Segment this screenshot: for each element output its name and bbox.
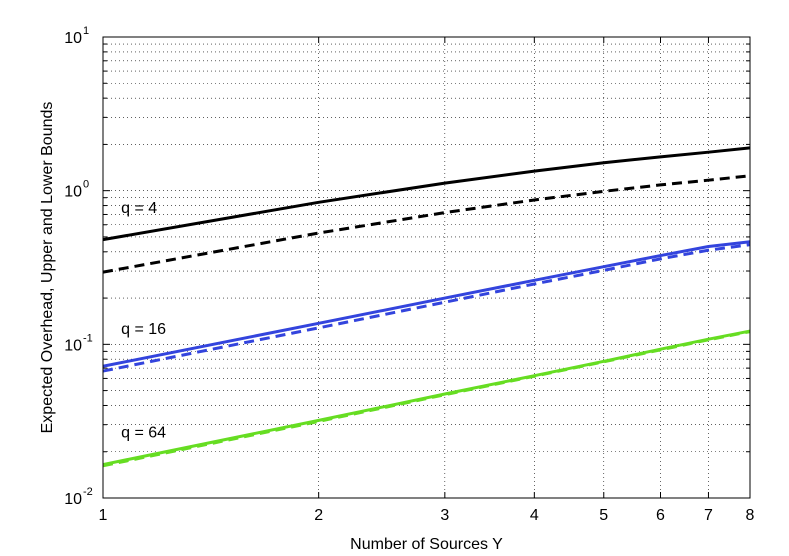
y-tick-label-exponent: 1 (83, 25, 89, 37)
x-tick-label: 2 (314, 507, 323, 524)
x-tick-label: 4 (530, 507, 539, 524)
y-tick-label-exponent: -1 (83, 332, 93, 344)
series-line-3-solid (102, 240, 751, 368)
grid (103, 37, 750, 498)
curve-label: q = 64 (121, 425, 166, 442)
y-tick-label: 10 -2 (64, 486, 93, 508)
y-tick-label: 10 -1 (64, 332, 93, 354)
x-tick-label: 3 (440, 507, 449, 524)
plot-area (103, 37, 750, 498)
series-lines (102, 146, 751, 468)
x-tick-label: 1 (99, 507, 108, 524)
x-tick-label: 8 (746, 507, 755, 524)
y-tick-label-exponent: 0 (83, 179, 89, 191)
x-axis-label: Number of Sources Y (350, 536, 503, 553)
series-line-6-dashed (102, 330, 751, 468)
y-tick-label-base: 10 (64, 337, 82, 354)
curve-label: q = 4 (121, 200, 157, 217)
plot-frame (102, 36, 751, 499)
y-tick-label-base: 10 (64, 184, 82, 201)
y-tick-label: 10 1 (64, 25, 89, 47)
annotations: q = 4 q = 16 q = 64 (121, 200, 166, 441)
y-tick-label-base: 10 (64, 491, 82, 508)
x-tick-label: 7 (704, 507, 713, 524)
x-tick-label: 6 (656, 507, 665, 524)
series-line-4-dashed (102, 243, 751, 373)
series-line-2-dashed (102, 174, 751, 274)
y-tick-label-exponent: -2 (83, 486, 93, 498)
y-axis-label: Expected Overhead, Upper and Lower Bound… (39, 102, 56, 434)
x-tick-label: 5 (599, 507, 608, 524)
y-tick-label: 10 0 (64, 179, 89, 201)
series-line-1-solid (102, 146, 751, 242)
curve-label: q = 16 (121, 321, 166, 338)
y-tick-label-base: 10 (64, 30, 82, 47)
